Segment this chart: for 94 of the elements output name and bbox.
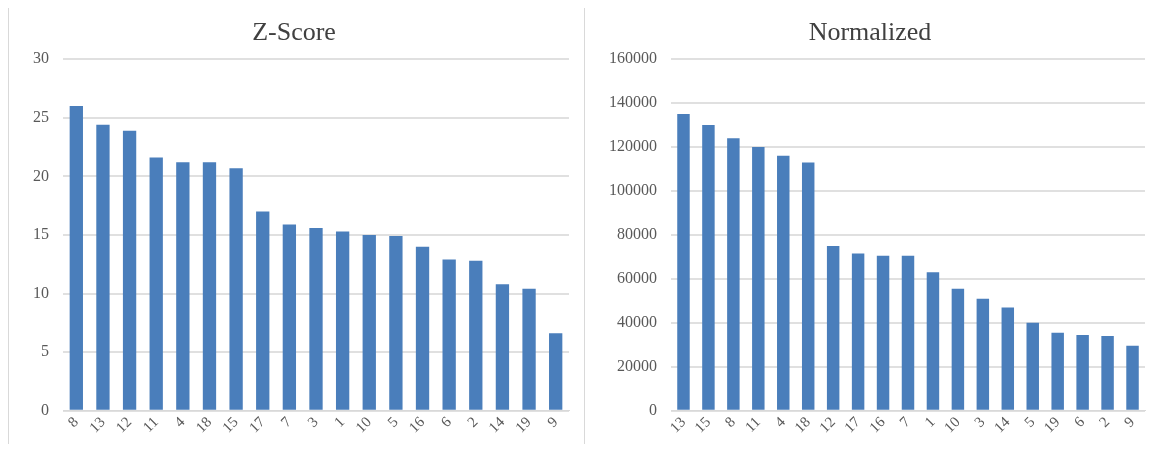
x-tick-label: 1 (330, 413, 348, 431)
bar (309, 227, 323, 410)
bar (801, 162, 815, 410)
bar (522, 288, 536, 410)
bar (951, 288, 965, 410)
bar (677, 114, 690, 410)
x-tick-label: 17 (245, 413, 268, 436)
x-tick-label: 19 (1040, 413, 1063, 436)
x-tick-label: 4 (171, 413, 189, 431)
bar (752, 147, 765, 410)
bar (362, 234, 376, 410)
x-tick-label: 11 (139, 413, 162, 436)
bar (901, 255, 915, 410)
bar (1026, 322, 1039, 410)
x-tick-label: 6 (1070, 413, 1088, 431)
x-tick-label: 8 (721, 413, 739, 431)
bar (176, 162, 190, 410)
y-tick-label: 160000 (609, 49, 657, 67)
y-tick-label: 0 (649, 400, 657, 418)
bar (1126, 345, 1139, 410)
bar (96, 124, 110, 410)
x-tick-label: 8 (64, 413, 82, 431)
x-tick-label: 16 (405, 413, 428, 436)
y-tick-label: 5 (41, 342, 49, 360)
x-tick-label: 2 (464, 413, 481, 431)
x-tick-label: 6 (437, 413, 455, 431)
x-tick-label: 1 (921, 413, 938, 431)
y-tick-label: 30 (33, 49, 49, 67)
x-tick-label: 18 (192, 413, 215, 436)
y-tick-label: 0 (41, 400, 49, 418)
bar (976, 298, 990, 410)
y-tick-label: 20 (33, 166, 49, 184)
bar (202, 162, 217, 410)
x-tick-label: 7 (277, 413, 295, 431)
bar (442, 259, 456, 410)
x-tick-label: 5 (384, 413, 401, 431)
x-tick-label: 17 (841, 413, 864, 436)
y-tick-label: 25 (33, 107, 49, 125)
y-tick-label: 100000 (609, 181, 657, 199)
x-tick-label: 13 (85, 413, 108, 436)
bar (876, 255, 890, 410)
bar (69, 106, 83, 410)
bar (469, 260, 483, 410)
y-tick-label: 80000 (617, 225, 657, 243)
x-tick-label: 3 (971, 413, 988, 431)
x-tick-label: 9 (543, 413, 561, 431)
bar (335, 231, 350, 410)
x-tick-label: 13 (666, 413, 689, 436)
x-tick-label: 15 (219, 413, 242, 436)
bar (1051, 332, 1064, 410)
bar (727, 138, 740, 410)
x-tick-label: 2 (1095, 413, 1113, 431)
bar (495, 284, 510, 410)
x-tick-label: 10 (352, 413, 375, 436)
y-tick-label: 10 (33, 283, 49, 301)
x-tick-label: 10 (940, 413, 963, 436)
bar (926, 272, 940, 410)
bar (122, 130, 137, 410)
chart-title: Normalized (808, 17, 932, 47)
bar (389, 236, 403, 410)
x-tick-label: 12 (112, 413, 135, 436)
y-tick-label: 40000 (617, 313, 657, 330)
bar (826, 245, 840, 410)
y-tick-label: 140000 (609, 93, 657, 111)
x-tick-label: 14 (485, 413, 508, 436)
bar (1001, 307, 1015, 410)
bar (149, 157, 163, 410)
x-tick-label: 15 (691, 413, 714, 436)
bar (415, 246, 430, 410)
bar (229, 168, 243, 410)
bar (1076, 334, 1089, 410)
chart-title: Z-Score (252, 17, 336, 47)
x-tick-label: 16 (866, 413, 889, 436)
y-tick-label: 120000 (609, 137, 657, 155)
x-tick-label: 3 (304, 413, 321, 431)
x-tick-label: 18 (791, 413, 814, 436)
x-tick-label: 9 (1120, 413, 1138, 431)
x-tick-label: 12 (816, 413, 839, 436)
x-tick-label: 5 (1021, 413, 1038, 431)
y-tick-label: 20000 (617, 356, 657, 374)
bar (256, 211, 270, 410)
x-tick-label: 19 (512, 413, 534, 436)
y-tick-label: 15 (33, 225, 49, 243)
bar (851, 253, 865, 410)
x-tick-label: 4 (771, 413, 789, 431)
bar (702, 125, 715, 410)
x-tick-label: 14 (990, 413, 1014, 436)
bar (777, 155, 790, 410)
x-tick-label: 11 (741, 413, 764, 436)
bar (549, 333, 563, 410)
bar (1101, 335, 1114, 410)
bar (282, 224, 297, 410)
x-tick-label: 7 (896, 413, 914, 431)
y-tick-label: 60000 (617, 269, 657, 287)
